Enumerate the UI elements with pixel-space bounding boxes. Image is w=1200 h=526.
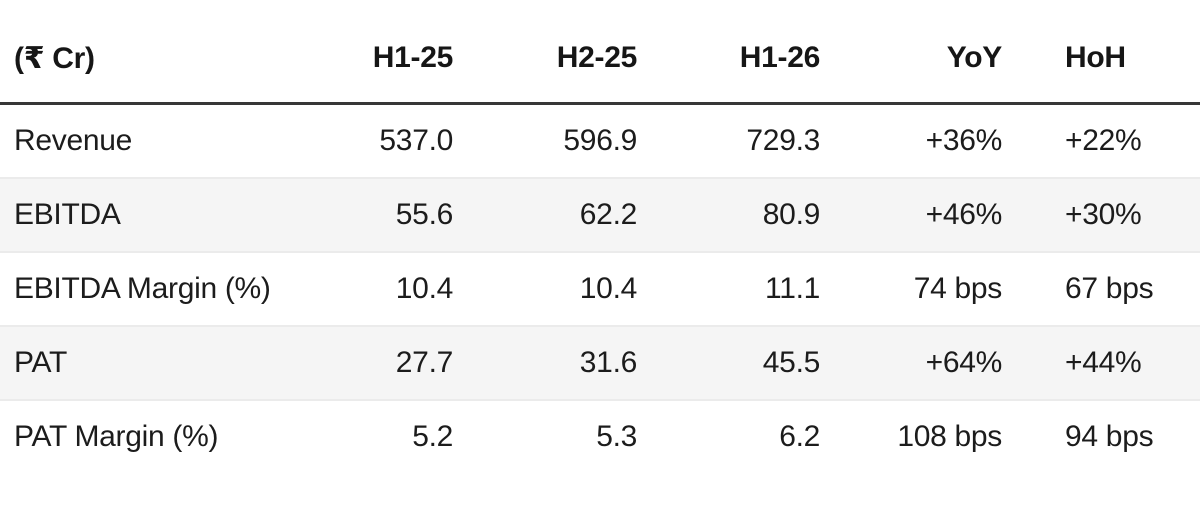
cell-value: 27.7 bbox=[290, 325, 453, 400]
cell-value: 94 bps bbox=[1002, 399, 1200, 473]
header-unit-label: (₹ Cr) bbox=[0, 0, 290, 105]
header-h1-26: H1-26 bbox=[637, 0, 820, 105]
cell-value: 537.0 bbox=[379, 124, 453, 157]
header-h2-25: H2-25 bbox=[453, 0, 637, 105]
cell-value: 11.1 bbox=[637, 251, 820, 326]
row-label: PAT bbox=[0, 325, 290, 400]
table-header-row: (₹ Cr) H1-25 H2-25 H1-26 YoY HoH bbox=[0, 0, 1200, 105]
header-hoh: HoH bbox=[1002, 0, 1200, 105]
cell-value: 80.9 bbox=[637, 177, 820, 252]
cell-value: 6.2 bbox=[637, 399, 820, 473]
cell-value: 5.3 bbox=[453, 399, 637, 473]
cell-value: 62.2 bbox=[453, 177, 637, 252]
cell-value: 729.3 bbox=[746, 124, 820, 157]
cell-value: 108 bps bbox=[820, 399, 1002, 473]
cell-value: +44% bbox=[1002, 325, 1200, 400]
table-row-ebitda: EBITDA 55.6 62.2 80.9 +46% +30% bbox=[0, 177, 1200, 252]
cell-value: +36% bbox=[925, 124, 1002, 157]
cell-value: 45.5 bbox=[637, 325, 820, 400]
cell-value: +30% bbox=[1002, 177, 1200, 252]
cell-value: 55.6 bbox=[290, 177, 453, 252]
cell-value: 5.2 bbox=[290, 399, 453, 473]
row-label: PAT Margin (%) bbox=[0, 399, 290, 473]
cell-value: 10.4 bbox=[453, 251, 637, 326]
header-h1-25: H1-25 bbox=[290, 0, 453, 105]
cell-value: 74 bps bbox=[820, 251, 1002, 326]
cell-value: +64% bbox=[820, 325, 1002, 400]
cell-value: 67 bps bbox=[1002, 251, 1200, 326]
row-label: EBITDA bbox=[0, 177, 290, 252]
financial-results-table: (₹ Cr) H1-25 H2-25 H1-26 YoY HoH Revenue… bbox=[0, 0, 1200, 473]
table-row-pat-margin: PAT Margin (%) 5.2 5.3 6.2 108 bps 94 bp… bbox=[0, 399, 1200, 473]
cell-value: +22% bbox=[1065, 124, 1142, 157]
cell-value: 31.6 bbox=[453, 325, 637, 400]
table-row-ebitda-margin: EBITDA Margin (%) 10.4 10.4 11.1 74 bps … bbox=[0, 251, 1200, 326]
cell-value: 10.4 bbox=[290, 251, 453, 326]
row-label: EBITDA Margin (%) bbox=[0, 251, 290, 326]
cell-value: 596.9 bbox=[563, 124, 637, 157]
row-label: Revenue bbox=[14, 124, 132, 157]
table-row-revenue: Revenue 537.0 596.9 729.3 +36% +22% bbox=[0, 104, 1200, 179]
cell-value: +46% bbox=[820, 177, 1002, 252]
header-yoy: YoY bbox=[820, 0, 1002, 105]
table-row-pat: PAT 27.7 31.6 45.5 +64% +44% bbox=[0, 325, 1200, 400]
